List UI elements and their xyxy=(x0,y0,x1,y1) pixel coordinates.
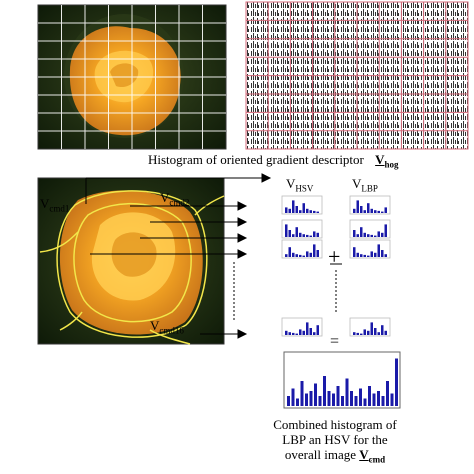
region-contours xyxy=(39,190,225,345)
hog-caption-row: Histogram of oriented gradient descripto… xyxy=(148,152,399,170)
combined-caption-line3: overall image Vcmd xyxy=(284,447,386,465)
hog-histogram-grid xyxy=(245,1,469,150)
combined-histogram xyxy=(283,351,401,409)
equals-symbol: = xyxy=(330,333,340,350)
region-label-cmd1: Vcmd1 xyxy=(40,196,70,214)
column-label-lbp: VLBP xyxy=(352,176,378,194)
hog-grid xyxy=(38,5,226,149)
region-label-cmd16: Vcmd16 xyxy=(150,318,184,336)
region-histograms xyxy=(281,195,391,337)
combined-caption-line2: LBP an HSV for the xyxy=(282,432,388,447)
column-label-hsv: VHSV xyxy=(286,176,314,194)
combined-vector-label: Vcmd xyxy=(359,447,386,465)
region-rose-image xyxy=(37,177,225,345)
region-label-cmd2: Vcmd2 xyxy=(160,190,190,208)
hog-vector-label: Vhog xyxy=(375,152,399,170)
hog-rose-image xyxy=(37,4,227,150)
plus-symbol: + xyxy=(328,244,341,269)
hog-caption: Histogram of oriented gradient descripto… xyxy=(148,152,364,167)
combined-caption-line1: Combined histogram of xyxy=(273,417,397,432)
combined-caption: Combined histogram of LBP an HSV for the… xyxy=(250,417,420,468)
connector-arrows xyxy=(85,173,342,339)
